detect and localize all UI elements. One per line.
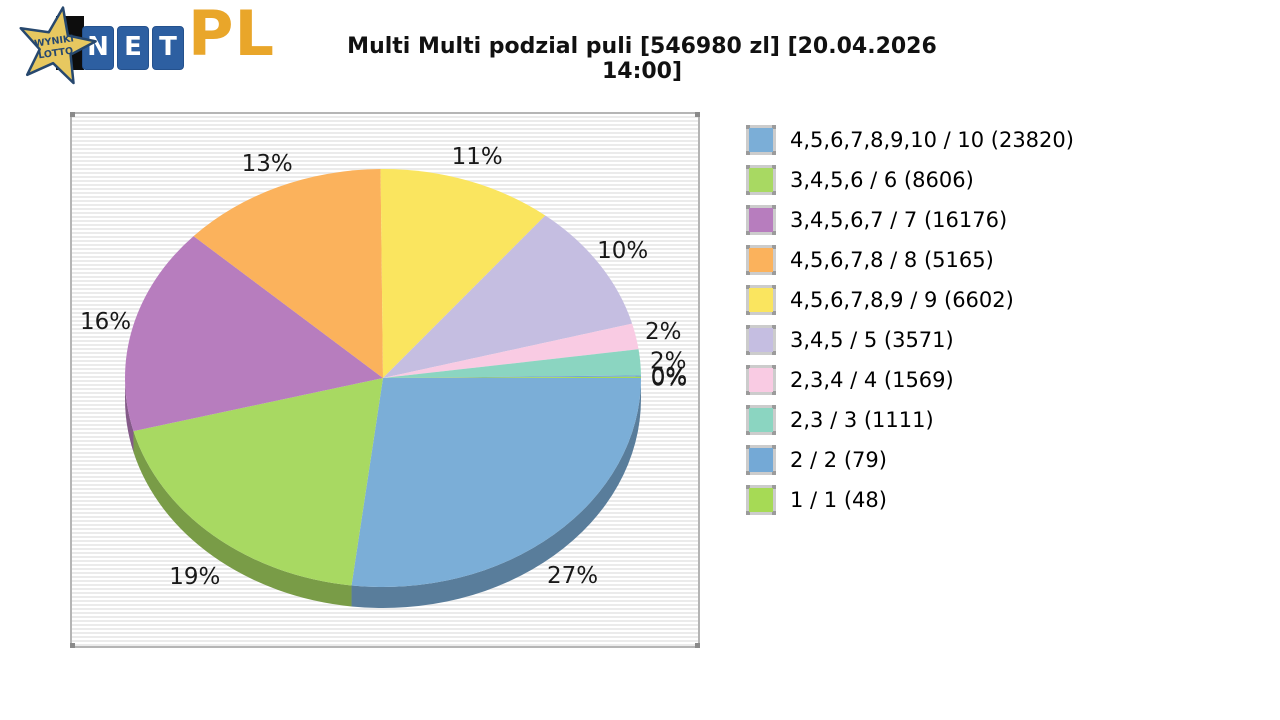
pie-rim bbox=[133, 431, 352, 607]
legend-swatch bbox=[746, 325, 776, 355]
legend-label: 2,3,4 / 4 (1569) bbox=[790, 368, 954, 392]
pie-slice bbox=[383, 323, 639, 378]
pie-slice-label: 16% bbox=[80, 309, 131, 335]
legend-swatch-color bbox=[749, 488, 773, 512]
legend-row: 2,3,4 / 4 (1569) bbox=[746, 360, 1074, 400]
legend-swatch-color bbox=[749, 408, 773, 432]
pie-slice bbox=[383, 375, 641, 378]
legend-row: 3,4,5 / 5 (3571) bbox=[746, 320, 1074, 360]
pie-slice-label: 27% bbox=[547, 563, 598, 589]
legend-label: 3,4,5,6,7 / 7 (16176) bbox=[790, 208, 1008, 232]
legend-row: 1 / 1 (48) bbox=[746, 480, 1074, 520]
logo-star-line2: LOTTO bbox=[38, 46, 74, 62]
logo-net-tile: T bbox=[152, 26, 184, 70]
pie-slice bbox=[193, 169, 383, 378]
plot-corner-mark bbox=[695, 643, 700, 648]
legend-swatch-color bbox=[749, 368, 773, 392]
logo-net-tile: N bbox=[82, 26, 114, 70]
pie-rim bbox=[125, 378, 134, 453]
legend-row: 3,4,5,6 / 6 (8606) bbox=[746, 160, 1074, 200]
plot-corner-mark bbox=[70, 643, 75, 648]
pie-slice-label: 10% bbox=[597, 238, 648, 264]
logo-pl-text: PL bbox=[188, 0, 275, 70]
pie-slice bbox=[383, 215, 633, 378]
plot-corner-mark bbox=[70, 112, 75, 117]
legend-swatch-color bbox=[749, 328, 773, 352]
pie-slice bbox=[133, 378, 383, 586]
pie-slice bbox=[125, 236, 384, 432]
chart-legend: 4,5,6,7,8,9,10 / 10 (23820) 3,4,5,6 / 6 (… bbox=[746, 120, 1074, 520]
pie-slice-label: 11% bbox=[452, 144, 503, 170]
legend-label: 2 / 2 (79) bbox=[790, 448, 887, 472]
legend-swatch-color bbox=[749, 208, 773, 232]
legend-row: 2,3 / 3 (1111) bbox=[746, 400, 1074, 440]
legend-label: 2,3 / 3 (1111) bbox=[790, 408, 934, 432]
legend-label: 4,5,6,7,8 / 8 (5165) bbox=[790, 248, 994, 272]
legend-swatch-color bbox=[749, 248, 773, 272]
logo-net-tile: E bbox=[117, 26, 149, 70]
pie-slice bbox=[351, 378, 641, 588]
legend-row: 4,5,6,7,8,9,10 / 10 (23820) bbox=[746, 120, 1074, 160]
legend-swatch bbox=[746, 445, 776, 475]
legend-label: 1 / 1 (48) bbox=[790, 488, 887, 512]
legend-label: 3,4,5 / 5 (3571) bbox=[790, 328, 954, 352]
legend-swatch bbox=[746, 485, 776, 515]
page-title: Multi Multi podzial puli [546980 zl] [20… bbox=[347, 34, 937, 84]
legend-row: 2 / 2 (79) bbox=[746, 440, 1074, 480]
legend-swatch bbox=[746, 125, 776, 155]
legend-swatch-color bbox=[749, 448, 773, 472]
legend-swatch bbox=[746, 245, 776, 275]
legend-label: 4,5,6,7,8,9,10 / 10 (23820) bbox=[790, 128, 1074, 152]
legend-swatch-color bbox=[749, 288, 773, 312]
lotto-star-icon: WYNIKI LOTTO bbox=[19, 6, 97, 85]
pie-slice-label: 13% bbox=[242, 151, 293, 177]
pie-slice-label: 0% bbox=[651, 365, 688, 391]
site-logo[interactable]: N E T PL WYNIKI LOTTO bbox=[8, 0, 288, 98]
legend-row: 3,4,5,6,7 / 7 (16176) bbox=[746, 200, 1074, 240]
pie-slice-label: 2% bbox=[650, 348, 687, 374]
pie-slice bbox=[383, 349, 641, 378]
logo-star-line1: WYNIKI bbox=[34, 33, 75, 49]
plot-corner-mark bbox=[695, 112, 700, 117]
legend-swatch-color bbox=[749, 168, 773, 192]
legend-swatch-color bbox=[749, 128, 773, 152]
legend-swatch bbox=[746, 165, 776, 195]
chart-area: 27% 19% 16% 13% 11% 10% 2% 2% 0% 0% bbox=[70, 112, 700, 648]
pie-slice bbox=[383, 376, 641, 378]
pie-slice bbox=[380, 169, 546, 378]
legend-swatch bbox=[746, 365, 776, 395]
pie-slice-label: 19% bbox=[169, 564, 220, 590]
legend-swatch bbox=[746, 405, 776, 435]
pie-chart: 27%19%16%13% 11%10%2%2%0%0% bbox=[80, 144, 688, 609]
pie-slice-label: 2% bbox=[645, 319, 682, 345]
legend-row: 4,5,6,7,8,9 / 9 (6602) bbox=[746, 280, 1074, 320]
legend-swatch bbox=[746, 205, 776, 235]
legend-row: 4,5,6,7,8 / 8 (5165) bbox=[746, 240, 1074, 280]
legend-swatch bbox=[746, 285, 776, 315]
legend-label: 4,5,6,7,8,9 / 9 (6602) bbox=[790, 288, 1014, 312]
legend-label: 3,4,5,6 / 6 (8606) bbox=[790, 168, 974, 192]
pie-slice-label: 0% bbox=[651, 364, 688, 390]
